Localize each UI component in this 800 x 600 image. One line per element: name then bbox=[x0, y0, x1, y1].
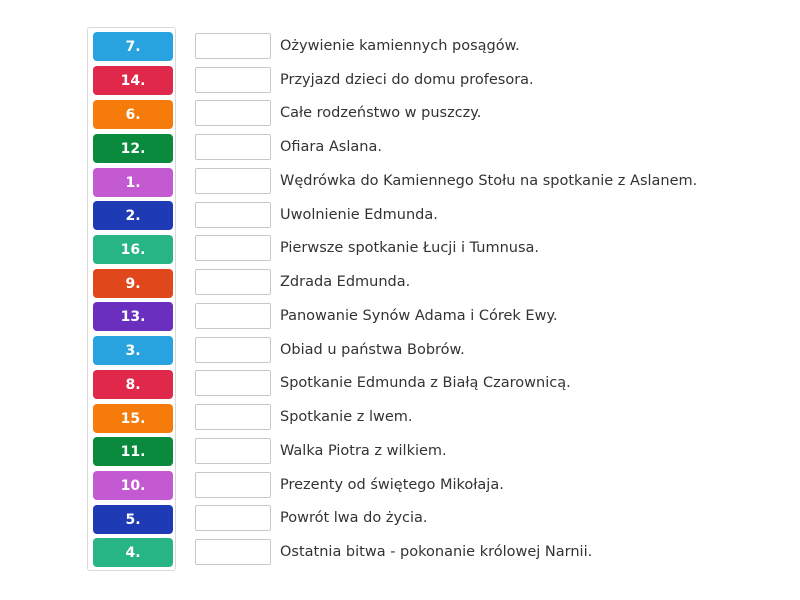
tile-10[interactable]: 10. bbox=[93, 471, 173, 500]
answer-row: Spotkanie z lwem. bbox=[195, 403, 795, 431]
answer-row: Prezenty od świętego Mikołaja. bbox=[195, 471, 795, 499]
answer-row: Ostatnia bitwa - pokonanie królowej Narn… bbox=[195, 538, 795, 566]
answer-row: Uwolnienie Edmunda. bbox=[195, 201, 795, 229]
drop-box[interactable] bbox=[195, 202, 271, 228]
tile-14[interactable]: 14. bbox=[93, 66, 173, 95]
drop-box[interactable] bbox=[195, 472, 271, 498]
answer-row: Ożywienie kamiennych posągów. bbox=[195, 32, 795, 60]
row-label: Prezenty od świętego Mikołaja. bbox=[280, 477, 504, 493]
row-label: Wędrówka do Kamiennego Stołu na spotkani… bbox=[280, 173, 698, 189]
row-label: Uwolnienie Edmunda. bbox=[280, 207, 438, 223]
row-label: Spotkanie Edmunda z Białą Czarownicą. bbox=[280, 375, 571, 391]
row-label: Panowanie Synów Adama i Córek Ewy. bbox=[280, 308, 558, 324]
tiles-panel: 7. 14. 6. 12. 1. 2. 16. 9. 13. 3. 8. 15.… bbox=[87, 27, 176, 571]
answer-row: Wędrówka do Kamiennego Stołu na spotkani… bbox=[195, 167, 795, 195]
drop-box[interactable] bbox=[195, 505, 271, 531]
tile-4[interactable]: 4. bbox=[93, 538, 173, 567]
tile-2[interactable]: 2. bbox=[93, 201, 173, 230]
drop-box[interactable] bbox=[195, 33, 271, 59]
tile-12[interactable]: 12. bbox=[93, 134, 173, 163]
row-label: Obiad u państwa Bobrów. bbox=[280, 342, 465, 358]
answer-row: Całe rodzeństwo w puszczy. bbox=[195, 99, 795, 127]
row-label: Powrót lwa do życia. bbox=[280, 510, 428, 526]
row-label: Zdrada Edmunda. bbox=[280, 274, 411, 290]
row-label: Walka Piotra z wilkiem. bbox=[280, 443, 447, 459]
drop-box[interactable] bbox=[195, 168, 271, 194]
drop-box[interactable] bbox=[195, 303, 271, 329]
drop-box[interactable] bbox=[195, 235, 271, 261]
drop-box[interactable] bbox=[195, 100, 271, 126]
tile-7[interactable]: 7. bbox=[93, 32, 173, 61]
answer-row: Spotkanie Edmunda z Białą Czarownicą. bbox=[195, 369, 795, 397]
tile-9[interactable]: 9. bbox=[93, 269, 173, 298]
answer-row: Ofiara Aslana. bbox=[195, 133, 795, 161]
answer-row: Obiad u państwa Bobrów. bbox=[195, 336, 795, 364]
tile-8[interactable]: 8. bbox=[93, 370, 173, 399]
tile-13[interactable]: 13. bbox=[93, 302, 173, 331]
answer-row: Powrót lwa do życia. bbox=[195, 504, 795, 532]
row-label: Całe rodzeństwo w puszczy. bbox=[280, 105, 482, 121]
tile-11[interactable]: 11. bbox=[93, 437, 173, 466]
answer-row: Zdrada Edmunda. bbox=[195, 268, 795, 296]
tile-16[interactable]: 16. bbox=[93, 235, 173, 264]
drop-box[interactable] bbox=[195, 438, 271, 464]
answer-row: Pierwsze spotkanie Łucji i Tumnusa. bbox=[195, 234, 795, 262]
drop-box[interactable] bbox=[195, 370, 271, 396]
drop-box[interactable] bbox=[195, 269, 271, 295]
row-label: Ostatnia bitwa - pokonanie królowej Narn… bbox=[280, 544, 593, 560]
tile-15[interactable]: 15. bbox=[93, 404, 173, 433]
answer-row: Przyjazd dzieci do domu profesora. bbox=[195, 66, 795, 94]
row-label: Ożywienie kamiennych posągów. bbox=[280, 38, 520, 54]
drop-box[interactable] bbox=[195, 404, 271, 430]
row-label: Ofiara Aslana. bbox=[280, 139, 382, 155]
drop-box[interactable] bbox=[195, 337, 271, 363]
answer-row: Panowanie Synów Adama i Córek Ewy. bbox=[195, 302, 795, 330]
row-label: Przyjazd dzieci do domu profesora. bbox=[280, 72, 534, 88]
tile-5[interactable]: 5. bbox=[93, 505, 173, 534]
row-label: Pierwsze spotkanie Łucji i Tumnusa. bbox=[280, 240, 539, 256]
row-label: Spotkanie z lwem. bbox=[280, 409, 413, 425]
tile-6[interactable]: 6. bbox=[93, 100, 173, 129]
drop-box[interactable] bbox=[195, 134, 271, 160]
tile-3[interactable]: 3. bbox=[93, 336, 173, 365]
tile-1[interactable]: 1. bbox=[93, 168, 173, 197]
answer-row: Walka Piotra z wilkiem. bbox=[195, 437, 795, 465]
drop-box[interactable] bbox=[195, 539, 271, 565]
drop-box[interactable] bbox=[195, 67, 271, 93]
